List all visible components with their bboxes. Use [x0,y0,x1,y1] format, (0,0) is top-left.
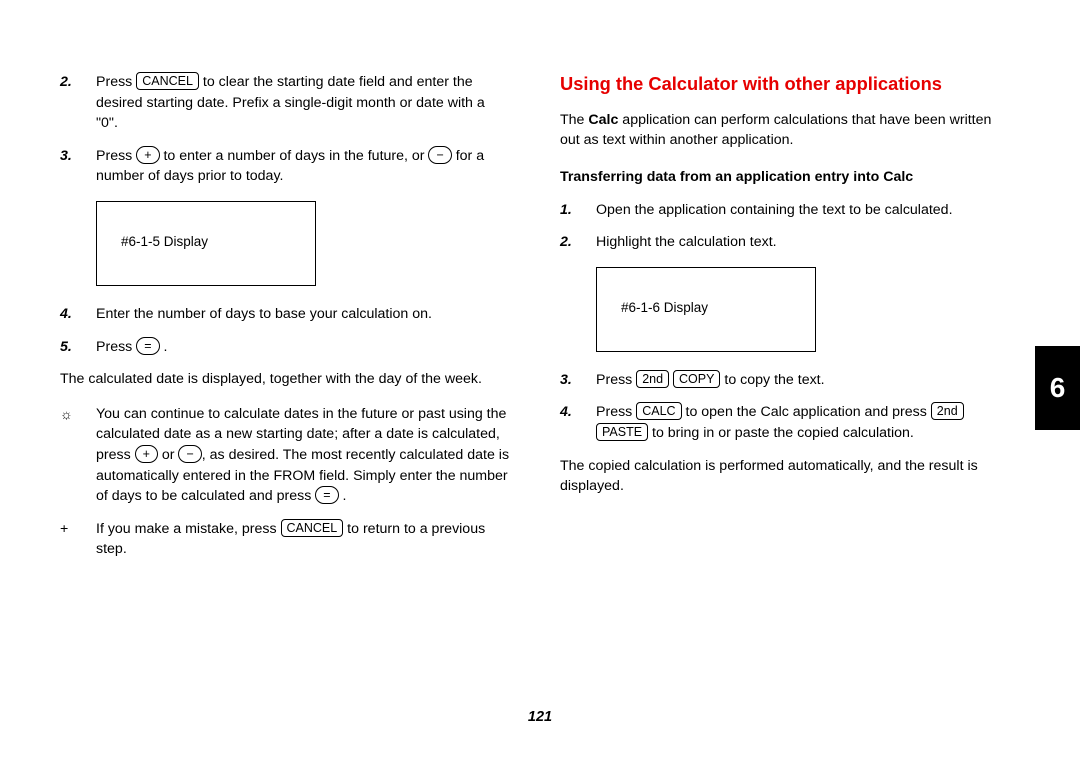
display-label: #6-1-5 Display [121,234,208,249]
step-body: Enter the number of days to base your ca… [96,304,510,325]
paste-key: PASTE [596,423,648,441]
plus-key: + [135,445,158,463]
result-paragraph: The calculated date is displayed, togeth… [60,369,510,390]
text: Press [596,404,636,420]
step-body: Press + to enter a number of days in the… [96,146,510,187]
note-body: If you make a mistake, press CANCEL to r… [96,519,510,560]
chapter-tab: 6 [1035,346,1080,430]
step-number: 3. [560,370,596,391]
subheading: Transferring data from an application en… [560,167,1010,188]
display-placeholder-1: #6-1-5 Display [96,201,316,286]
step-5: 5. Press = . [60,337,510,358]
text: The [560,112,588,128]
rstep-1: 1. Open the application containing the t… [560,200,1010,221]
calc-key: CALC [636,402,681,420]
bulb-icon: ☼ [60,404,96,507]
text: or [158,447,179,463]
step-number: 4. [560,402,596,443]
text: Press [96,339,136,355]
section-title: Using the Calculator with other applicat… [560,72,1010,96]
copy-key: COPY [673,370,720,388]
rstep-4: 4. Press CALC to open the Calc applicati… [560,402,1010,443]
text: application can perform calculations tha… [560,112,991,149]
text: . [343,488,347,504]
calc-bold: Calc [588,112,618,128]
minus-key: − [428,146,451,164]
cancel-key: CANCEL [281,519,344,537]
text: to open the Calc application and press [682,404,931,420]
tip-item: ☼ You can continue to calculate dates in… [60,404,510,507]
manual-page: 2. Press CANCEL to clear the starting da… [0,0,1080,612]
step-body: Press 2nd COPY to copy the text. [596,370,1010,391]
display-label: #6-1-6 Display [621,300,708,315]
step-2: 2. Press CANCEL to clear the starting da… [60,72,510,134]
step-number: 1. [560,200,596,221]
step-4: 4. Enter the number of days to base your… [60,304,510,325]
step-body: Highlight the calculation text. [596,232,1010,253]
step-body: Press CANCEL to clear the starting date … [96,72,510,134]
rstep-2: 2. Highlight the calculation text. [560,232,1010,253]
text: to copy the text. [720,372,824,388]
step-body: Press CALC to open the Calc application … [596,402,1010,443]
step-number: 5. [60,337,96,358]
plus-icon: + [60,519,96,560]
rstep-3: 3. Press 2nd COPY to copy the text. [560,370,1010,391]
right-column: Using the Calculator with other applicat… [560,72,1010,572]
intro-paragraph: The Calc application can perform calcula… [560,110,1010,151]
step-body: Press = . [96,337,510,358]
text: Press [96,148,136,164]
text: Press [596,372,636,388]
page-number: 121 [0,707,1080,728]
second-key: 2nd [636,370,669,388]
note-item: + If you make a mistake, press CANCEL to… [60,519,510,560]
step-body: Open the application containing the text… [596,200,1010,221]
second-key: 2nd [931,402,964,420]
step-3: 3. Press + to enter a number of days in … [60,146,510,187]
text: to bring in or paste the copied calculat… [648,425,914,441]
result-paragraph-2: The copied calculation is performed auto… [560,456,1010,497]
text: to enter a number of days in the future,… [160,148,429,164]
step-number: 4. [60,304,96,325]
text: Press [96,74,136,90]
text: . [163,339,167,355]
equals-key: = [136,337,159,355]
display-placeholder-2: #6-1-6 Display [596,267,816,352]
text: If you make a mistake, press [96,521,281,537]
step-number: 3. [60,146,96,187]
tip-body: You can continue to calculate dates in t… [96,404,510,507]
left-column: 2. Press CANCEL to clear the starting da… [60,72,510,572]
step-number: 2. [60,72,96,134]
plus-key: + [136,146,159,164]
equals-key: = [315,486,338,504]
cancel-key: CANCEL [136,72,199,90]
minus-key: − [178,445,201,463]
step-number: 2. [560,232,596,253]
